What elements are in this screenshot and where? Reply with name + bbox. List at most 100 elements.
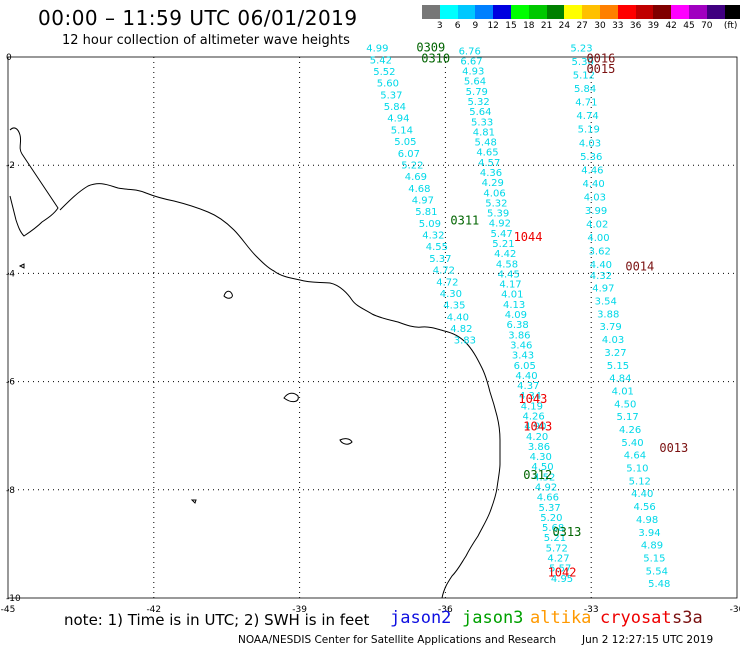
wave-height-value: 5.19 [578,125,600,136]
wave-height-value: 4.17 [499,280,521,291]
wave-height-value: 5.14 [391,125,413,136]
wave-height-value: 4.66 [537,493,559,504]
wave-height-value: 4.00 [587,233,609,244]
pass-time-label: 0015 [586,62,615,76]
island-2 [283,392,299,403]
wave-height-value: 4.42 [494,249,516,260]
wave-height-value: 4.97 [412,196,434,207]
wave-height-value: 5.79 [466,87,488,98]
wave-height-value: 5.84 [574,84,596,95]
pass-time-label: 0309 [416,41,445,55]
wave-height-value: 5.23 [570,44,592,55]
note-text: note: 1) Time is in UTC; 2) SWH is in fe… [64,611,370,629]
latitude-tick-labels: 0 -2 -4 -6 -8 -10 [6,53,21,604]
wave-height-value: 5.15 [643,553,665,564]
wave-height-value: 4.97 [592,284,614,295]
wave-height-value: 5.52 [373,67,395,78]
color-scale-label: 9 [472,21,479,31]
wave-height-value: 5.54 [646,566,668,577]
wave-height-value: 4.74 [576,111,598,122]
color-swatch [528,5,547,19]
northwest-coastline [9,127,59,237]
wave-height-value: 4.03 [584,192,606,203]
pass-time-label: 0016 [586,51,615,65]
wave-height-value: 3.94 [638,528,660,539]
color-swatch [599,5,618,19]
wave-height-value: 4.29 [482,178,504,189]
color-scale-label: 15 [505,21,517,31]
color-swatch [546,5,565,19]
color-scale-labels: 3 6 9 12 15 18 21 24 27 30 33 36 39 42 45 70 (ft) [422,21,740,35]
longitude-tick-label: -45 [1,605,16,615]
wave-height-value: 5.48 [475,138,497,149]
wave-height-value: 4.03 [579,138,601,149]
pass-time-label: 0014 [625,260,654,274]
longitude-tick-label: -39 [292,605,307,615]
wave-height-value: 3.88 [597,309,619,320]
wave-height-value: 3.86 [508,330,530,341]
wave-height-value: 6.76 [459,46,481,57]
page-subtitle: 12 hour collection of altimeter wave hei… [62,33,350,48]
wave-height-value: 4.90 [524,422,546,433]
color-scale-label: 6 [454,21,461,31]
color-scale-label: 42 [665,21,677,31]
wave-height-value: 3.83 [454,336,476,347]
satellite-legend-jason3: jason3 [462,608,524,628]
longitude-tick-label: -42 [146,605,161,615]
longitude-tick-labels: -45 -42 -39 -36 -33 -30 [1,605,740,615]
wave-height-value: 5.15 [607,361,629,372]
wave-height-value: 5.09 [419,219,441,230]
pass-time-label: 0310 [421,51,450,65]
satellite-legend-s3a: s3a [672,608,703,628]
wave-height-value: 3.46 [510,340,532,351]
wave-height-value: 3.86 [528,442,550,453]
wave-height-value: 4.45 [498,269,520,280]
wave-height-value: 5.72 [546,543,568,554]
wave-height-value: 4.99 [366,44,388,55]
wave-height-value: 5.36 [580,152,602,163]
wave-height-value: 4.46 [581,165,603,176]
wave-height-value: 6.05 [514,361,536,372]
wave-height-value: 5.10 [626,464,648,475]
wave-height-value: 3.99 [585,206,607,217]
wave-height-value: 4.35 [443,301,465,312]
pass-time-label: 1043 [518,392,547,406]
satellite-legend-altika: altika [530,608,592,628]
wave-height-value: 4.72 [433,266,455,277]
wave-height-value: 4.40 [590,260,612,271]
wave-height-value: 4.01 [612,386,634,397]
wave-height-value: 5.84 [384,102,406,113]
wave-height-value: 4.30 [530,452,552,463]
wave-height-value: 4.27 [547,553,569,564]
wave-height-value: 4.50 [531,462,553,473]
wave-height-value: 5.12 [573,71,595,82]
wave-height-value: 4.37 [517,381,539,392]
wave-height-value: 4.30 [440,289,462,300]
wave-height-value: 5.32 [485,198,507,209]
pass-time-label: 0311 [450,214,479,228]
wave-height-value: 4.06 [483,188,505,199]
color-swatch [724,5,740,19]
color-swatch [510,5,529,19]
wave-height-value: 5.37 [380,90,402,101]
wave-height-value: 4.56 [634,502,656,513]
coastline [9,127,501,599]
color-swatch [493,5,511,19]
latitude-tick-label: -10 [6,594,21,604]
wave-height-value: 5.21 [544,533,566,544]
wave-height-value: 4.03 [602,335,624,346]
color-scale-label: 12 [487,21,499,31]
wave-height-value: 4.32 [422,231,444,242]
wave-height-value: 5.64 [464,77,486,88]
grid-lines [8,57,737,598]
wave-height-value: 4.98 [636,515,658,526]
color-scale-label: 27 [576,21,588,31]
color-swatch [457,5,476,19]
pass-time-label: 1044 [514,230,543,244]
wave-height-value: 4.26 [619,425,641,436]
wave-height-value: 6.07 [398,149,420,160]
wave-height-value: 3.62 [589,246,611,257]
wave-height-value: 4.13 [503,300,525,311]
wave-height-value: 5.68 [542,523,564,534]
